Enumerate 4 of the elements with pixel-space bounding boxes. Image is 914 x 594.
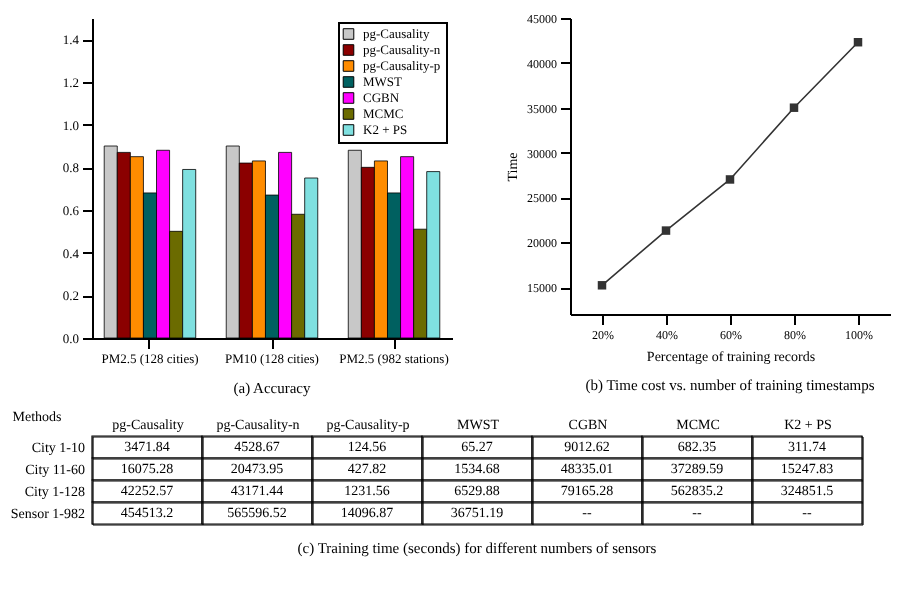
point xyxy=(789,103,799,112)
point xyxy=(661,226,671,235)
point xyxy=(725,175,735,184)
point xyxy=(597,281,607,290)
